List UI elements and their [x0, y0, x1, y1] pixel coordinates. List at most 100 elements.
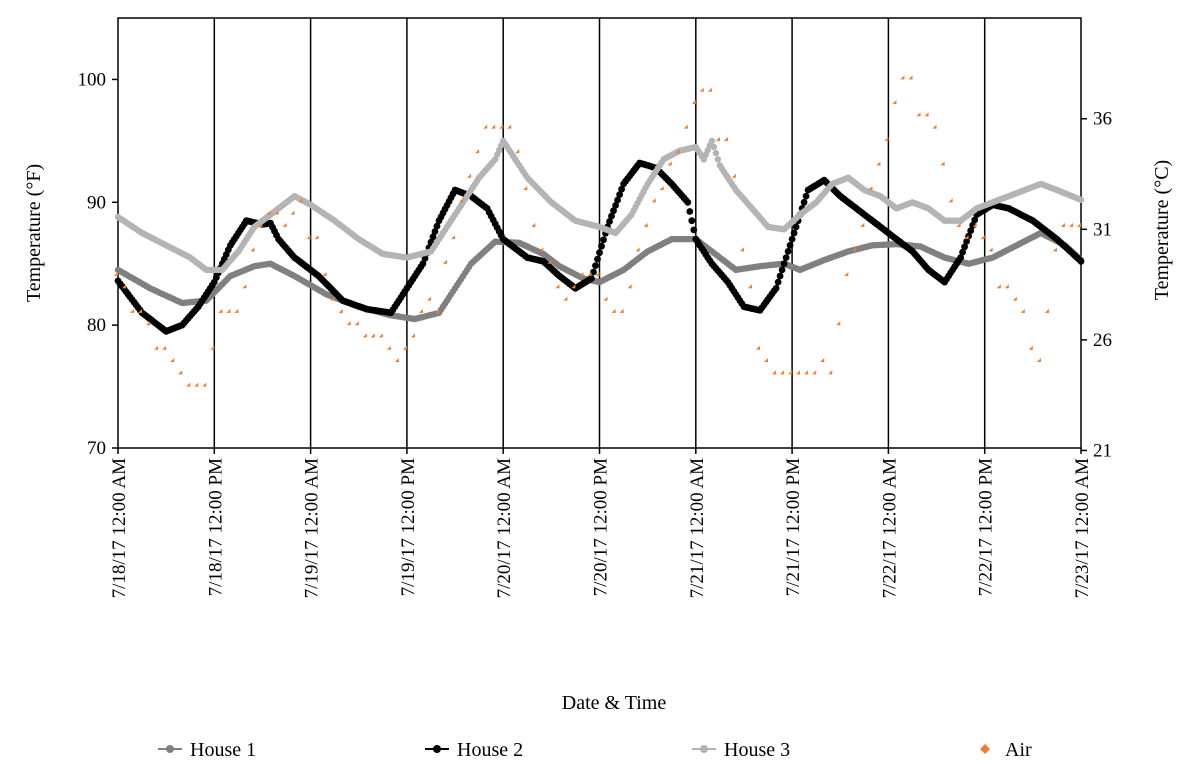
data-point: [708, 137, 716, 145]
data-point: [963, 238, 970, 245]
data-point: [322, 272, 327, 277]
series-air: [114, 75, 1082, 387]
data-point: [1077, 222, 1082, 227]
data-point: [266, 210, 271, 215]
x-tick-label: 7/19/17 12:00 PM: [398, 458, 419, 596]
data-point: [258, 222, 263, 227]
legend: House 1 House 2 House 3 Air: [158, 739, 1032, 761]
data-point: [314, 235, 319, 240]
data-point: [362, 333, 367, 338]
legend-item-house-1: House 1: [158, 739, 256, 761]
data-point: [714, 156, 722, 163]
data-point: [523, 186, 528, 191]
data-point: [598, 242, 605, 250]
data-point: [932, 124, 937, 129]
data-point: [964, 235, 969, 240]
y-tick-label: 90: [87, 192, 106, 213]
series-house-1: [114, 229, 1085, 323]
data-point: [218, 308, 223, 313]
x-tick-label: 7/20/17 12:00 PM: [591, 458, 612, 596]
data-point: [627, 284, 632, 289]
data-point: [595, 272, 600, 277]
series-house-3: [114, 137, 1085, 274]
data-point: [594, 255, 601, 263]
y-tick-label: 100: [78, 69, 107, 90]
data-point: [1077, 257, 1085, 265]
data-point: [515, 149, 520, 154]
x-tick-label: 7/19/17 12:00 AM: [302, 458, 323, 599]
legend-item-house-2: House 2: [425, 739, 523, 761]
data-point: [616, 191, 623, 199]
data-point: [250, 247, 255, 252]
data-point: [467, 173, 472, 178]
y2-tick-label: 21: [1093, 440, 1112, 461]
data-point: [804, 370, 809, 375]
data-point: [306, 235, 311, 240]
data-point: [210, 345, 215, 350]
data-point: [651, 198, 656, 203]
data-point: [282, 222, 287, 227]
data-point: [782, 254, 790, 261]
data-point: [298, 198, 303, 203]
data-point: [419, 260, 427, 268]
data-point: [686, 208, 694, 215]
data-point: [683, 124, 688, 129]
right-y-axis: 21 26 31 36: [1081, 109, 1112, 461]
data-point: [459, 198, 464, 203]
data-point: [967, 227, 975, 235]
data-point: [378, 333, 383, 338]
data-point: [884, 136, 889, 141]
data-point: [812, 370, 817, 375]
data-point: [539, 247, 544, 252]
data-point: [592, 262, 599, 269]
data-point: [162, 345, 167, 350]
data-point: [596, 249, 603, 257]
data-point: [860, 222, 865, 227]
data-point: [836, 321, 841, 326]
data-point: [740, 247, 745, 252]
data-point: [710, 143, 718, 151]
data-point: [138, 308, 143, 313]
data-point: [957, 254, 964, 261]
x-tick-label: 7/20/17 12:00 AM: [494, 458, 515, 599]
data-point: [786, 241, 794, 249]
data-point: [772, 284, 780, 292]
data-point: [948, 198, 953, 203]
data-point: [772, 370, 777, 375]
data-point: [723, 136, 728, 141]
y-axis-title-right: Temperature (°C): [1151, 160, 1173, 300]
x-axis: 7/18/17 12:00 AM 7/18/17 12:00 PM 7/19/17 …: [109, 448, 1093, 598]
data-point: [916, 112, 921, 117]
data-point: [579, 272, 584, 277]
data-point: [940, 161, 945, 166]
data-point: [796, 370, 801, 375]
x-tick-label: 7/23/17 12:00 AM: [1072, 458, 1093, 599]
legend-item-house-3: House 3: [692, 739, 790, 761]
data-point: [684, 198, 692, 206]
data-point: [571, 284, 576, 289]
data-point: [429, 233, 437, 241]
data-point: [1044, 308, 1049, 313]
data-point: [675, 149, 680, 154]
data-point: [756, 345, 761, 350]
data-point: [507, 124, 512, 129]
data-point: [547, 259, 552, 264]
data-point: [792, 223, 800, 231]
data-point: [587, 272, 592, 277]
data-point: [643, 222, 648, 227]
data-point: [618, 185, 625, 193]
data-point: [431, 228, 439, 235]
data-point: [600, 236, 607, 244]
x-tick-label: 7/22/17 12:00 AM: [879, 458, 900, 599]
data-point: [868, 186, 873, 191]
data-point: [908, 75, 913, 80]
data-point: [961, 243, 968, 251]
data-point: [844, 272, 849, 277]
data-point: [972, 222, 977, 227]
x-tick-label: 7/22/17 12:00 PM: [976, 458, 997, 596]
data-point: [226, 308, 231, 313]
data-point: [154, 345, 159, 350]
data-point: [969, 221, 977, 229]
legend-marker: [166, 745, 174, 753]
data-point: [614, 196, 621, 204]
